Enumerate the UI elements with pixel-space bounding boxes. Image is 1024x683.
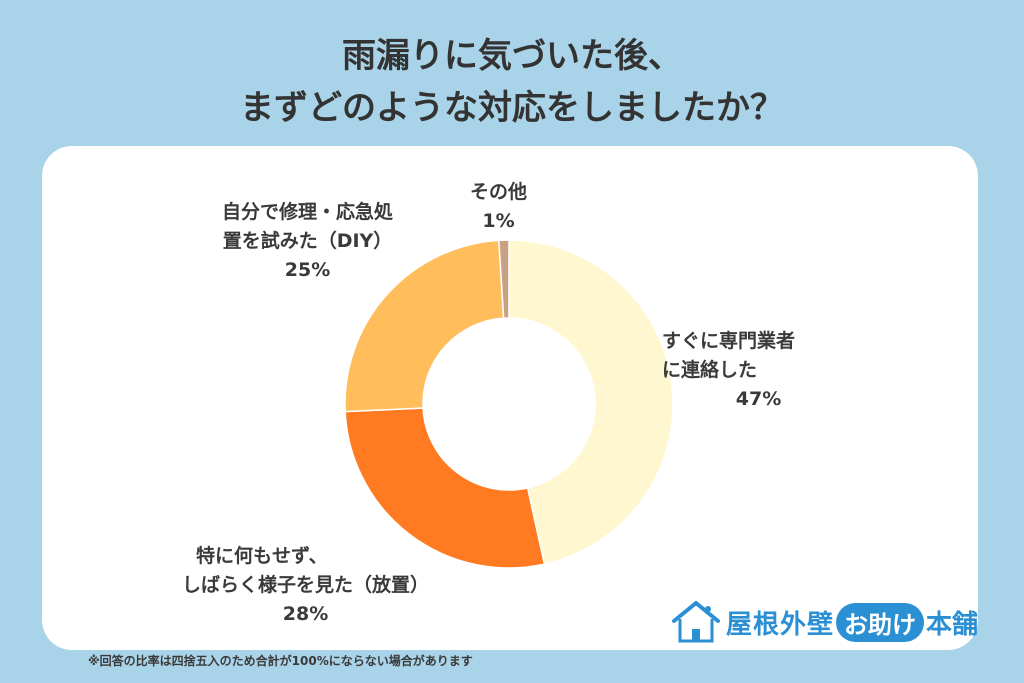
title-line-2: まずどのような対応をしましたか？: [240, 88, 784, 128]
slice-ignored: [344, 407, 546, 569]
label-diy: 自分で修理・応急処 置を試みた（DIY） 25%: [222, 198, 393, 285]
label-ignored-line2: しばらく様子を見た（放置）: [182, 574, 430, 596]
label-ignored: 特に何もせず、 しばらく様子を見た（放置） 28%: [182, 542, 429, 629]
label-other-pct: 1%: [482, 210, 515, 232]
footnote: ※回答の比率は四捨五入のため合計が100%にならない場合があります: [88, 654, 473, 668]
label-diy-line2: 置を試みた（DIY）: [222, 230, 393, 252]
label-other-line1: その他: [470, 181, 528, 203]
label-diy-pct: 25%: [284, 259, 331, 281]
label-professional: すぐに専門業者 に連絡した 47%: [662, 327, 795, 414]
label-professional-pct: 47%: [735, 388, 782, 410]
chart-card: すぐに専門業者 に連絡した 47% 特に何もせず、 しばらく様子を見た（放置） …: [42, 146, 978, 650]
label-professional-line1: すぐに専門業者: [662, 330, 796, 352]
brand-logo: 屋根外壁 お助け 本舗: [670, 598, 978, 646]
brand-pill: お助け: [836, 602, 925, 642]
donut-chart: [344, 239, 674, 569]
slice-other: [498, 239, 510, 319]
label-diy-line1: 自分で修理・応急処: [222, 201, 394, 223]
chart-title: 雨漏りに気づいた後、 まずどのような対応をしましたか？: [0, 30, 1024, 134]
label-other: その他 1%: [470, 178, 527, 236]
title-line-1: 雨漏りに気づいた後、: [342, 36, 682, 76]
label-ignored-line1: 特に何もせず、: [196, 545, 328, 567]
label-ignored-pct: 28%: [282, 603, 329, 625]
slice-professional: [508, 239, 674, 566]
brand-name: 屋根外壁: [726, 609, 835, 640]
slice-diy: [344, 239, 505, 413]
brand-tail: 本舗: [926, 609, 979, 640]
label-professional-line2: に連絡した: [662, 359, 758, 381]
house-logo-icon: [672, 601, 720, 643]
